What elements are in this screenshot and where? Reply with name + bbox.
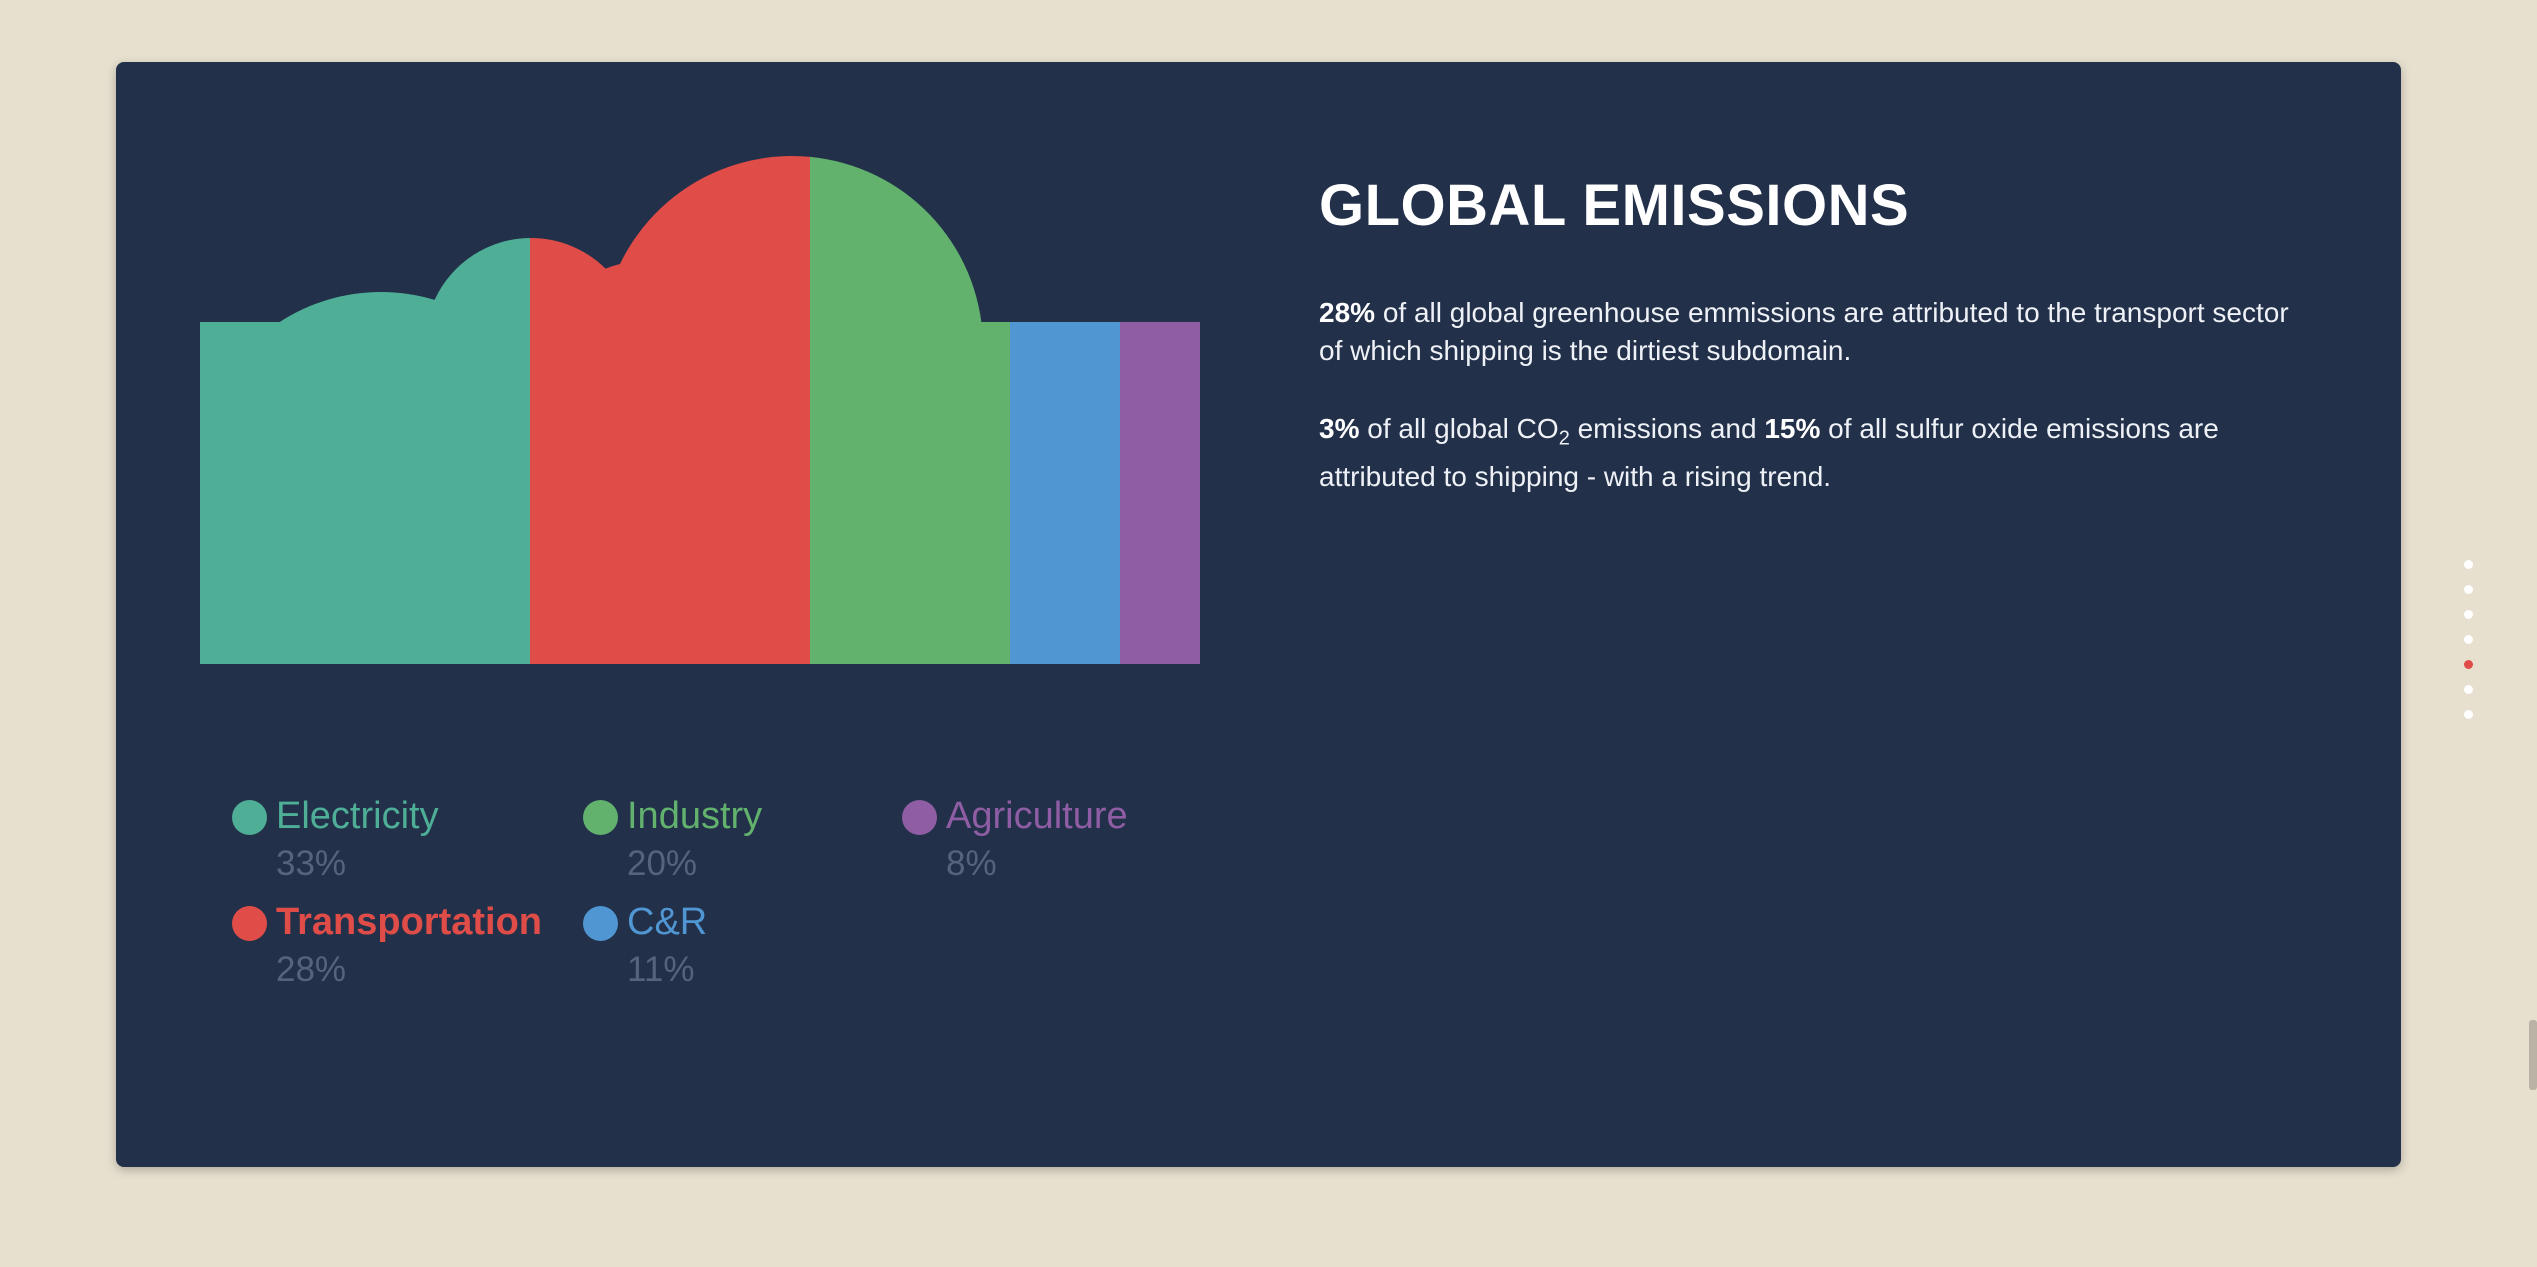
legend-value-industry: 20% xyxy=(627,844,698,883)
co2-subscript: 2 xyxy=(1558,427,1570,450)
section-nav-dot[interactable] xyxy=(2464,710,2473,719)
section-nav-dot[interactable] xyxy=(2464,685,2473,694)
legend-dot-electricity xyxy=(232,800,267,835)
section-nav-dot[interactable] xyxy=(2464,560,2473,569)
legend-dot-transportation xyxy=(232,906,267,941)
stat-co2-share: 3% xyxy=(1319,413,1360,444)
section-nav-dot[interactable] xyxy=(2464,635,2473,644)
paragraph-shipping-text-1: of all global CO xyxy=(1359,413,1559,444)
legend-label-electricity: Electricity xyxy=(276,795,439,837)
cloud-chart xyxy=(200,142,1200,664)
paragraph-transport: 28% of all global greenhouse emmissions … xyxy=(1319,294,2319,370)
cloud-segment-c-and-r[interactable] xyxy=(1010,142,1121,664)
legend-label-agriculture: Agriculture xyxy=(946,795,1128,837)
stat-transport-share: 28% xyxy=(1319,297,1376,328)
legend-value-transportation: 28% xyxy=(276,950,347,989)
legend-value-c-and-r: 11% xyxy=(627,950,695,989)
emissions-card: Electricity 33% Industry 20% Agriculture… xyxy=(116,62,2401,1167)
legend-dot-c-and-r xyxy=(583,906,618,941)
page-title: GLOBAL EMISSIONS xyxy=(1319,173,1910,238)
cloud-segment-transportation[interactable] xyxy=(530,142,811,664)
paragraph-shipping-text-3: of all sulfur oxide emissions are attrib… xyxy=(1319,413,2219,492)
paragraph-transport-text: of all global greenhouse emmissions are … xyxy=(1319,297,2289,366)
stat-sulfur-share: 15% xyxy=(1764,413,1821,444)
cloud-segment-electricity[interactable] xyxy=(200,142,531,664)
section-nav-dot[interactable] xyxy=(2464,610,2473,619)
legend-value-agriculture: 8% xyxy=(946,844,997,883)
legend-label-transportation: Transportation xyxy=(276,901,543,943)
cloud-segment-agriculture[interactable] xyxy=(1120,142,1200,664)
section-nav-dot[interactable] xyxy=(2464,585,2473,594)
legend-value-electricity: 33% xyxy=(276,844,347,883)
legend-label-industry: Industry xyxy=(627,795,763,837)
section-nav-dot[interactable] xyxy=(2464,660,2473,669)
section-nav-dots xyxy=(2464,560,2474,735)
scrollbar-thumb[interactable] xyxy=(2529,1020,2537,1090)
paragraph-shipping-text-2: emissions and xyxy=(1569,413,1765,444)
legend-dot-industry xyxy=(583,800,618,835)
paragraph-shipping: 3% of all global CO2 emissions and 15% o… xyxy=(1319,410,2319,496)
legend-dot-agriculture xyxy=(902,800,937,835)
cloud-segment-industry[interactable] xyxy=(810,142,1011,664)
legend-label-c-and-r: C&R xyxy=(627,901,708,943)
